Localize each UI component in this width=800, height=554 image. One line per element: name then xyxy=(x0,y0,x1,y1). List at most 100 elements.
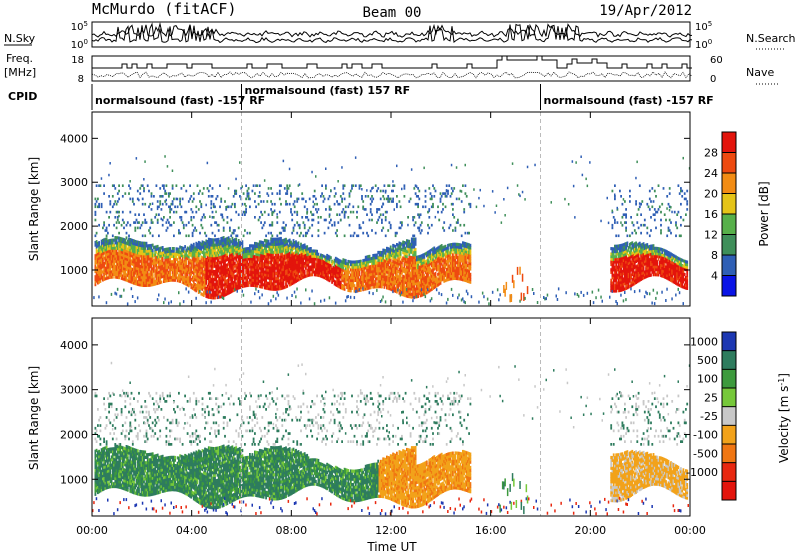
power-cell-124 xyxy=(102,226,104,230)
power-cell-2462 xyxy=(255,247,257,251)
power-cell-367 xyxy=(119,265,122,269)
power-cell-3266 xyxy=(306,255,309,259)
power-cell-133 xyxy=(103,251,105,255)
power-cell-1953 xyxy=(224,285,226,289)
power-cell-2451 xyxy=(255,279,257,283)
power-cell-598 xyxy=(134,229,137,232)
power-cell-1242 xyxy=(181,267,184,271)
power-cell-1086 xyxy=(169,270,171,274)
power-cell-2914 xyxy=(282,267,285,271)
power-cell-1608 xyxy=(205,234,208,238)
power-cell-2859 xyxy=(278,210,281,214)
power-cell-3831 xyxy=(361,272,363,276)
power-cell-607 xyxy=(135,271,138,275)
power-cell-3486 xyxy=(328,268,331,272)
power-cell-2781 xyxy=(275,266,277,270)
power-cell-3558 xyxy=(336,268,338,272)
power-cell-2766 xyxy=(273,258,276,262)
power-cell-1541 xyxy=(201,243,204,247)
power-cell-3200 xyxy=(301,273,304,277)
power-cell-2177 xyxy=(236,271,239,275)
power-cell-767 xyxy=(145,278,148,282)
power-cell-955 xyxy=(159,265,162,269)
power-cell-1487 xyxy=(199,278,201,282)
power-cell-1308 xyxy=(186,267,189,271)
power-cell-2069 xyxy=(230,266,233,270)
power-cell-3420 xyxy=(321,256,323,260)
power-cell-4287 xyxy=(394,266,397,270)
power-cell-2169 xyxy=(235,189,238,193)
power-cell-38 xyxy=(95,184,98,187)
power-cell-1807 xyxy=(215,210,217,214)
power-cell-2575 xyxy=(262,257,265,261)
power-cell-3242 xyxy=(303,226,306,230)
power-cell-3357 xyxy=(315,268,317,272)
power-cell-13 xyxy=(94,241,97,245)
power-cell-2690 xyxy=(270,266,272,270)
power-cell-696 xyxy=(140,244,143,248)
power-cell-1394 xyxy=(192,261,195,265)
power-cell-2091 xyxy=(231,265,234,269)
power-cell-4004 xyxy=(376,285,378,289)
power-cell-2754 xyxy=(272,294,275,298)
power-cell-1282 xyxy=(184,210,186,214)
power-cell-2569 xyxy=(262,275,265,279)
power-cell-794 xyxy=(146,252,149,256)
power-cell-298 xyxy=(114,187,117,190)
power-cell-2011 xyxy=(226,242,229,246)
power-cell-1283 xyxy=(185,282,188,286)
power-cell-3854 xyxy=(362,200,365,203)
power-cell-4882 xyxy=(430,223,433,227)
power-cell-3245 xyxy=(305,274,307,278)
power-cell-217 xyxy=(109,265,112,269)
power-cell-1447 xyxy=(196,276,199,280)
power-cell-1879 xyxy=(220,281,223,285)
power-cell-1015 xyxy=(164,274,167,278)
power-cell-3101 xyxy=(293,254,296,258)
power-cell-983 xyxy=(161,269,164,273)
power-cell-4080 xyxy=(381,256,383,260)
power-cell-251 xyxy=(111,265,114,269)
power-cell-3494 xyxy=(328,208,331,211)
power-cell-3675 xyxy=(347,288,350,292)
power-cell-4057 xyxy=(379,269,382,273)
power-cell-277 xyxy=(113,243,115,247)
power-cell-2951 xyxy=(285,280,287,284)
power-cell-2586 xyxy=(263,278,266,282)
power-cell-508 xyxy=(129,274,132,278)
power-cell-2240 xyxy=(240,261,243,265)
power-cell-2347 xyxy=(247,281,250,285)
power-cell-2425 xyxy=(252,249,255,253)
power-cell-1572 xyxy=(204,278,206,282)
power-cell-2342 xyxy=(246,231,249,235)
power-cell-539 xyxy=(130,246,133,250)
power-cell-3457 xyxy=(325,208,327,211)
power-cell-470 xyxy=(126,279,129,283)
power-cell-3201 xyxy=(301,271,304,275)
power-cell-1089 xyxy=(169,262,171,266)
power-cell-2362 xyxy=(247,187,250,190)
power-cell-3832 xyxy=(361,269,363,273)
power-cell-2584 xyxy=(263,283,266,287)
power-cell-2046 xyxy=(229,267,231,271)
power-cell-230 xyxy=(109,200,112,203)
power-cell-1610 xyxy=(205,301,207,305)
power-cell-1154 xyxy=(174,265,176,269)
power-cell-1328 xyxy=(187,234,190,238)
power-cell-2139 xyxy=(234,246,236,250)
power-cell-2461 xyxy=(255,250,257,254)
power-cell-3811 xyxy=(358,187,361,190)
power-cell-278 xyxy=(113,238,115,242)
power-cell-1519 xyxy=(200,245,203,249)
power-cell-1068 xyxy=(168,273,170,277)
power-cell-3205 xyxy=(301,260,304,264)
power-cell-3944 xyxy=(371,283,373,287)
power-cell-1947 xyxy=(222,226,225,230)
power-cell-546 xyxy=(131,275,134,279)
power-cell-954 xyxy=(159,267,162,271)
power-cell-323 xyxy=(116,270,119,274)
power-cell-605 xyxy=(135,277,138,281)
power-cell-1059 xyxy=(166,255,169,259)
power-cell-32 xyxy=(95,248,98,252)
power-cell-400 xyxy=(121,269,124,273)
